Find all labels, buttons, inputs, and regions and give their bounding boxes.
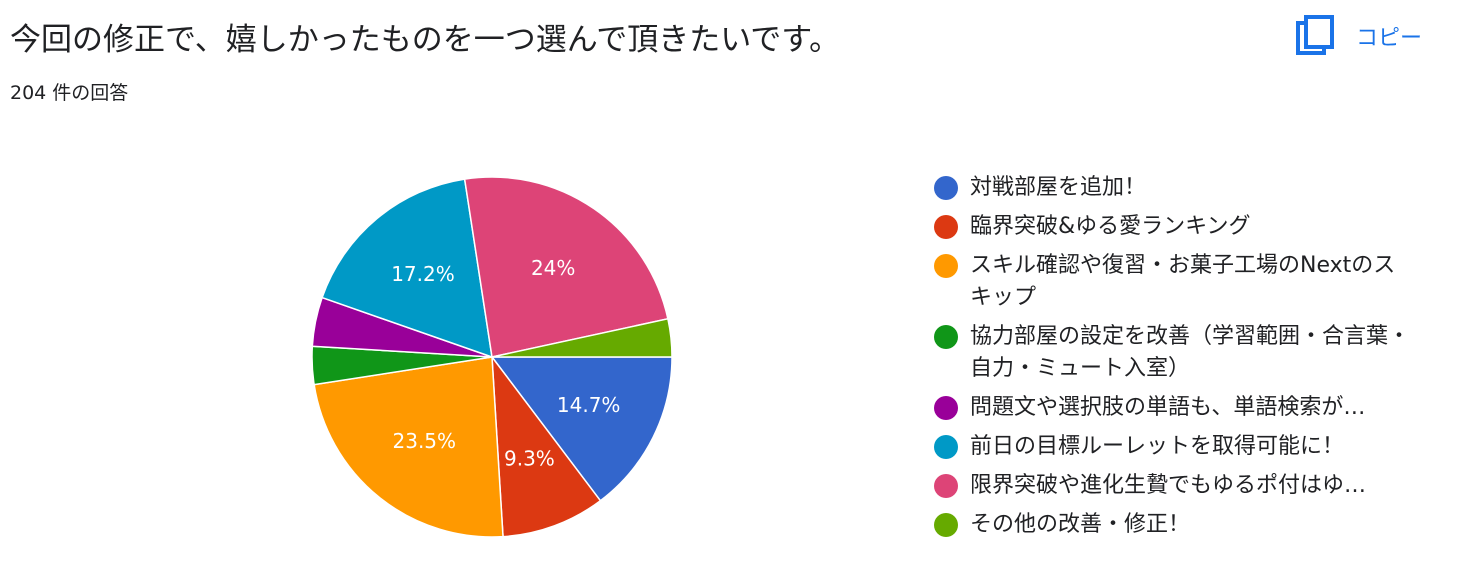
legend-label-1: 対戦部屋を追加！ (970, 175, 1147, 200)
legend-swatch-5 (934, 396, 958, 420)
legend-item-1[interactable]: 対戦部屋を追加！ (934, 172, 1464, 204)
legend-swatch-8 (934, 513, 958, 537)
copy-icon (1296, 15, 1334, 55)
pie-slice-1[interactable] (490, 356, 673, 502)
legend-label-4: 協力部屋の設定を改善（学習範囲・合言葉・自力・ミュート入室） (970, 324, 1411, 381)
pie-slice-7[interactable] (463, 176, 669, 358)
response-count: 204 件の回答 (10, 82, 129, 104)
legend-item-5[interactable]: 問題文や選択肢の単語も、単語検索が… (934, 392, 1464, 424)
pie-slice-6[interactable] (321, 178, 493, 359)
chart-legend: 対戦部屋を追加！ 臨界突破&ゆる愛ランキングスキル確認や復習・お菓子工場のNext… (934, 172, 1464, 548)
legend-swatch-6 (934, 435, 958, 459)
question-title: 今回の修正で、嬉しかったものを一つ選んで頂きたいです。 (10, 22, 841, 58)
slice-percent-label-6: 17.2% (391, 262, 455, 286)
slice-percent-label-1: 14.7% (557, 393, 621, 417)
legend-label-5: 問題文や選択肢の単語も、単語検索が… (970, 395, 1366, 420)
pie-slice-8[interactable] (491, 317, 673, 358)
legend-swatch-2 (934, 215, 958, 239)
pie-slice-2[interactable] (491, 354, 602, 538)
legend-item-4[interactable]: 協力部屋の設定を改善（学習範囲・合言葉・自力・ミュート入室） (934, 321, 1464, 385)
copy-button[interactable]: コピー (1290, 8, 1460, 64)
legend-swatch-4 (934, 325, 958, 349)
legend-swatch-3 (934, 254, 958, 278)
copy-button-label: コピー (1356, 26, 1423, 51)
legend-item-2[interactable]: 臨界突破&ゆる愛ランキング (934, 211, 1464, 243)
legend-item-3[interactable]: スキル確認や復習・お菓子工場のNextのスキップ (934, 250, 1464, 314)
slice-percent-label-3: 23.5% (393, 429, 457, 453)
slice-percent-label-2: 9.3% (504, 446, 555, 470)
legend-item-7[interactable]: 限界突破や進化生贄でもゆるポ付はゆ… (934, 470, 1464, 502)
legend-item-6[interactable]: 前日の目標ルーレットを取得可能に！ (934, 431, 1464, 463)
pie-slice-3[interactable] (313, 356, 504, 538)
legend-label-2: 臨界突破&ゆる愛ランキング (970, 214, 1251, 239)
legend-label-7: 限界突破や進化生贄でもゆるポ付はゆ… (970, 473, 1367, 498)
legend-label-6: 前日の目標ルーレットを取得可能に！ (970, 434, 1345, 459)
legend-label-8: その他の改善・修正！ (970, 512, 1191, 537)
legend-swatch-7 (934, 474, 958, 498)
legend-item-8[interactable]: その他の改善・修正！ (934, 509, 1464, 541)
legend-swatch-1 (934, 176, 958, 200)
legend-label-3: スキル確認や復習・お菓子工場のNextのスキップ (970, 253, 1396, 310)
slice-percent-label-7: 24% (531, 256, 575, 280)
